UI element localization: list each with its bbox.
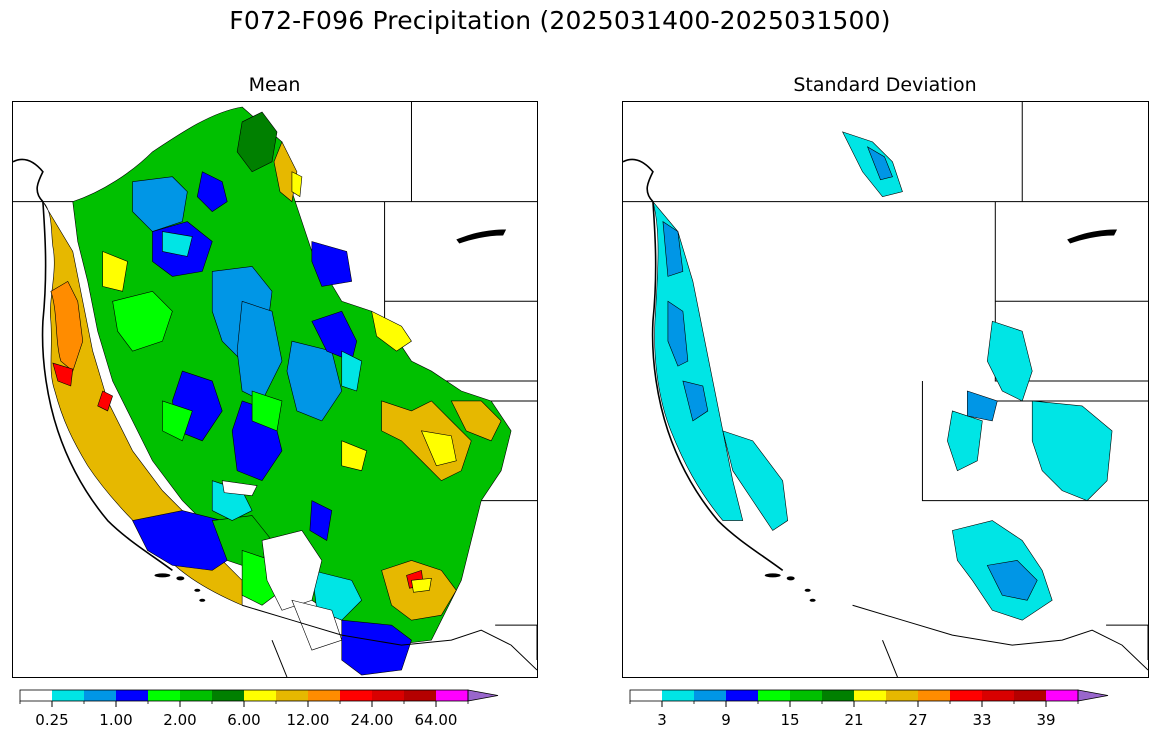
mean-precipitation-map <box>12 101 538 678</box>
panel-title-stddev: Standard Deviation <box>793 74 977 96</box>
colorbar-segment <box>982 690 1014 701</box>
colorbar-segment <box>276 690 308 701</box>
colorbar-segment <box>758 690 790 701</box>
colorbar-extend-arrow <box>467 689 499 702</box>
stddev-colorbar-svg: 3 9 15 21 27 33 39 <box>629 689 1109 729</box>
panel-title-mean: Mean <box>248 74 301 96</box>
mexico-border <box>241 604 537 677</box>
colorbar-segment <box>52 690 84 701</box>
colorbar-tick-label: 64.00 <box>415 711 458 729</box>
colorbar-tick-label: 27 <box>908 711 927 729</box>
colorbar-segment <box>116 690 148 701</box>
colorbar-tick-label: 39 <box>1036 711 1055 729</box>
colorbar-segment <box>308 690 340 701</box>
stddev-colorbar: 3 9 15 21 27 33 39 <box>629 689 1145 730</box>
colorbar-segment <box>84 690 116 701</box>
stddev-map-svg <box>623 102 1148 677</box>
great-lake-shape <box>456 229 507 244</box>
colorbar-tick-label: 0.25 <box>35 711 68 729</box>
stddev-precipitation-map <box>622 101 1149 678</box>
colorbar-tick-label: 12.00 <box>287 711 330 729</box>
colorbar-tick-label: 24.00 <box>351 711 394 729</box>
colorbar-segment <box>180 690 212 701</box>
channel-islands <box>154 573 206 602</box>
colorbar-tick-label: 21 <box>844 711 863 729</box>
colorbar-tick-label: 1.00 <box>99 711 132 729</box>
colorbar-tick-label: 9 <box>721 711 731 729</box>
mean-colorbar-svg: 0.25 1.00 2.00 6.00 12.00 24.00 64.00 <box>19 689 499 729</box>
colorbar-tick-label: 33 <box>972 711 991 729</box>
colorbar-segment <box>1046 690 1078 701</box>
colorbar-segment <box>372 690 404 701</box>
mean-map-svg <box>13 102 537 677</box>
colorbar-extend-arrow <box>1077 689 1109 702</box>
colorbar-segment <box>340 690 372 701</box>
colorbar-segment <box>436 690 468 701</box>
mean-colorbar: 0.25 1.00 2.00 6.00 12.00 24.00 64.00 <box>19 689 535 730</box>
colorbar-segment <box>854 690 886 701</box>
coastline <box>13 158 173 572</box>
colorbar-tick-label: 3 <box>657 711 667 729</box>
colorbar-segment <box>1014 690 1046 701</box>
colorbar-segment <box>630 690 662 701</box>
colorbar-segment <box>950 690 982 701</box>
colorbar-segment <box>662 690 694 701</box>
mean-precip-field <box>42 106 512 676</box>
colorbar-segment <box>404 690 436 701</box>
colorbar-segment <box>822 690 854 701</box>
colorbar-segment <box>694 690 726 701</box>
colorbar-segment <box>20 690 52 701</box>
colorbar-segment <box>886 690 918 701</box>
colorbar-tick-label: 15 <box>780 711 799 729</box>
colorbar-segment <box>212 690 244 701</box>
colorbar-segment <box>244 690 276 701</box>
colorbar-tick-label: 2.00 <box>163 711 196 729</box>
stddev-field <box>652 131 1113 621</box>
colorbar-segment <box>148 690 180 701</box>
colorbar-tick-label: 6.00 <box>227 711 260 729</box>
colorbar-segment <box>726 690 758 701</box>
figure-title: F072-F096 Precipitation (2025031400-2025… <box>229 6 891 35</box>
colorbar-segment <box>790 690 822 701</box>
colorbar-segment <box>918 690 950 701</box>
